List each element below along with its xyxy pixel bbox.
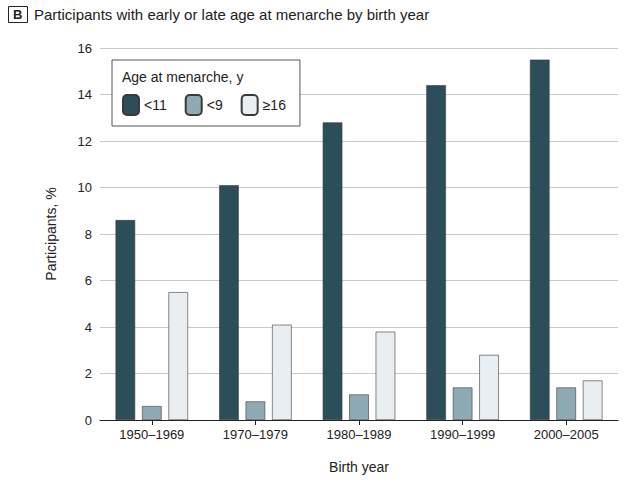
svg-text:Birth year: Birth year: [329, 459, 389, 475]
svg-text:14: 14: [78, 87, 92, 102]
svg-text:1980–1989: 1980–1989: [326, 427, 391, 442]
svg-text:12: 12: [78, 134, 92, 149]
svg-text:8: 8: [85, 227, 92, 242]
svg-text:2000–2005: 2000–2005: [534, 427, 599, 442]
svg-text:<11: <11: [144, 97, 167, 113]
svg-text:1990–1999: 1990–1999: [430, 427, 495, 442]
svg-text:4: 4: [85, 320, 92, 335]
svg-text:Participants with early or lat: Participants with early or late age at m…: [34, 6, 429, 23]
svg-text:1950–1969: 1950–1969: [119, 427, 184, 442]
svg-text:10: 10: [78, 180, 92, 195]
svg-text:16: 16: [78, 41, 92, 56]
svg-text:≥16: ≥16: [263, 97, 286, 113]
svg-text:0: 0: [85, 413, 92, 428]
svg-text:1970–1979: 1970–1979: [223, 427, 288, 442]
svg-text:6: 6: [85, 273, 92, 288]
svg-text:2: 2: [85, 366, 92, 381]
svg-text:<9: <9: [207, 97, 223, 113]
svg-text:Age at menarche, y: Age at menarche, y: [122, 69, 243, 85]
svg-text:Participants, %: Participants, %: [43, 187, 59, 280]
svg-text:B: B: [13, 7, 22, 22]
